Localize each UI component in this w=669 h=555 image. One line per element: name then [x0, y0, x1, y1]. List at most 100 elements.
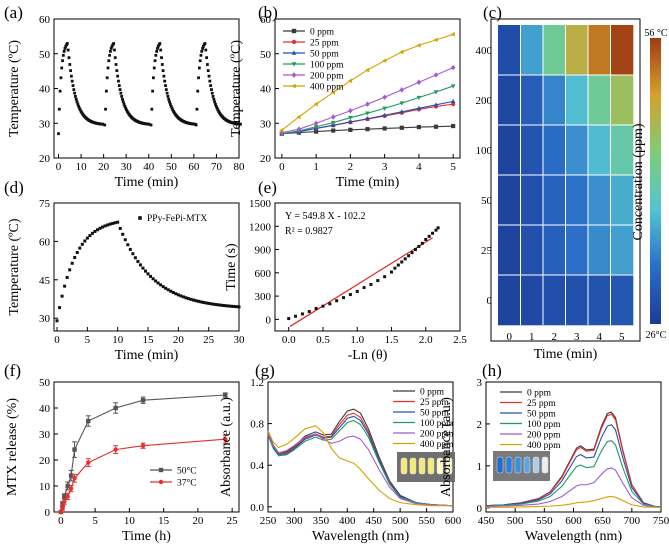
f-x-axis-label: Time (h) [122, 529, 171, 544]
g-x-axis-label: Wavelength (nm) [312, 529, 410, 544]
b-data-point [348, 108, 353, 114]
a-data-point [58, 89, 62, 93]
e-data-point [434, 228, 438, 232]
g-series-line [267, 415, 454, 507]
c-heatmap-cell [565, 275, 589, 326]
e-data-point [300, 312, 304, 316]
d-data-point [184, 296, 188, 300]
d-data-point [63, 284, 67, 288]
a-data-point [77, 104, 81, 108]
a-data-point [123, 104, 127, 108]
c-heatmap-cell [588, 25, 611, 76]
e-data-point [410, 251, 414, 255]
a-data-point [72, 88, 76, 91]
h-y-tick-label: 1 [477, 461, 483, 473]
f-data-point [72, 476, 77, 481]
c-plot-frame [490, 18, 641, 342]
b-data-point [348, 127, 353, 132]
b-data-point [279, 127, 284, 133]
c-heatmap-cell [520, 275, 544, 326]
g-inset-vial [445, 457, 453, 475]
d-plot-frame [53, 202, 240, 332]
a-x-tick-label: 80 [234, 161, 246, 173]
c-heatmap-cell [498, 225, 521, 276]
b-x-tick-label: 3 [382, 161, 388, 173]
c-x-tick-label: 4 [597, 331, 603, 343]
e-r-squared: R² = 0.9827 [285, 226, 333, 237]
a-data-point [110, 44, 114, 48]
a-data-point [121, 100, 125, 104]
f-x-tick-label: 10 [124, 515, 136, 527]
b-x-axis-label: Time (min) [336, 175, 400, 190]
b-data-point [330, 120, 336, 126]
d-data-point [237, 305, 241, 309]
h-legend-label: 400 ppm [527, 441, 561, 451]
h-x-tick-label: 700 [624, 515, 641, 527]
a-panel: 0 10 20 30 40 50 60 70 80 20 30 40 50 60 Time (min) Tem… [4, 3, 245, 190]
e-equation: Y = 549.8 X - 102.2 [285, 211, 366, 222]
a-data-point [114, 63, 118, 66]
a-data-point [57, 107, 61, 111]
a-data-point [65, 42, 69, 45]
d-panel: 0 5 10 15 20 25 30 30 45 60 75 Time (min) Temperatur… [4, 178, 245, 363]
d-data-point [123, 238, 127, 242]
c-heatmap-cell [543, 175, 566, 226]
b-data-point [382, 126, 387, 131]
d-data-point [176, 293, 180, 297]
c-heatmap-cell [610, 225, 634, 276]
a-data-point [121, 97, 124, 101]
d-x-tick-label: 20 [173, 334, 185, 346]
h-panel: 450 500 550 600 650 700 750 0 1 2 3 Wavelength (nm)… [439, 361, 669, 544]
h-legend-label: 0 ppm [527, 389, 552, 399]
g-legend-label: 100 ppm [420, 419, 454, 429]
d-data-point [58, 306, 62, 310]
d-data-point [159, 283, 163, 287]
a-data-point [171, 108, 175, 112]
e-x-axis-label: -Ln (θ) [348, 348, 388, 363]
d-y-axis-label: Temperature (ºC) [7, 218, 22, 315]
c-heatmap-cell [543, 25, 566, 76]
b-data-point [382, 58, 387, 64]
f-data-point [68, 473, 74, 478]
b-x-tick-label: 5 [450, 161, 456, 173]
a-data-point [73, 91, 77, 95]
e-data-point [287, 317, 291, 321]
d-x-tick-label: 30 [234, 334, 246, 346]
e-data-point [436, 226, 440, 230]
d-data-point [149, 274, 153, 278]
e-data-point [427, 234, 431, 238]
g-series-line [267, 408, 454, 507]
d-data-point [217, 303, 221, 307]
d-data-point [232, 304, 236, 308]
g-y-tick-label: 0.0 [250, 502, 264, 514]
a-data-point [105, 76, 109, 80]
b-data-point [451, 102, 456, 107]
g-x-tick-label: 250 [260, 515, 277, 527]
d-data-point [103, 224, 107, 228]
c-heatmap-cell [543, 125, 566, 176]
c-heatmap-cell [565, 175, 589, 226]
a-data-point [168, 102, 172, 106]
g-series-line [267, 425, 453, 507]
a-data-point [160, 56, 163, 60]
a-data-point [78, 108, 82, 112]
d-data-point [90, 231, 94, 235]
b-legend-marker [291, 72, 297, 78]
g-y-tick-label: 0.4 [250, 460, 264, 472]
g-x-tick-label: 500 [392, 515, 409, 527]
f-series-line [60, 438, 226, 513]
g-panel: 250 300 350 400 450 500 550 600 0.0 0.4 0.8 1.2 Wave… [219, 361, 462, 544]
f-data-point [62, 499, 67, 504]
b-panel-label: (b) [258, 3, 278, 22]
c-heatmap-cell [498, 25, 521, 76]
c-heatmap-cell [565, 75, 589, 126]
e-x-tick-label: 0.0 [282, 334, 296, 346]
d-data-point [166, 288, 170, 292]
a-data-point [210, 88, 213, 91]
b-data-point [451, 123, 456, 129]
d-data-point [212, 302, 216, 306]
a-data-point [214, 102, 217, 106]
b-legend-label: 0 ppm [310, 28, 335, 38]
c-heatmap-cell [588, 275, 611, 326]
